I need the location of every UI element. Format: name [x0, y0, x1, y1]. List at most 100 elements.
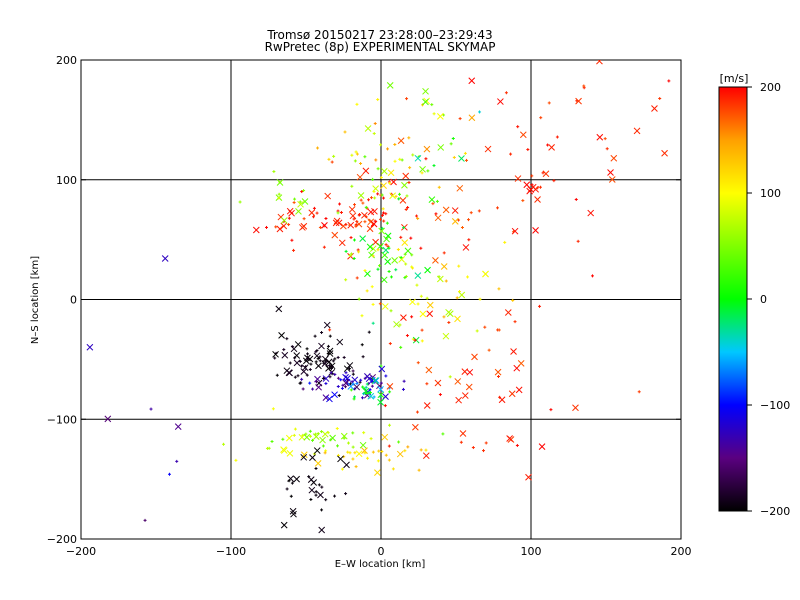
scatter-point-cross [371, 207, 378, 215]
scatter-point-plus [304, 365, 308, 369]
scatter-point-cross [301, 198, 309, 205]
scatter-point-plus [382, 196, 386, 200]
scatter-point-cross [297, 200, 304, 208]
scatter-point-cross [86, 343, 94, 351]
scatter-point-plus [366, 456, 370, 460]
scatter-point-plus [318, 225, 322, 229]
scatter-point-plus [371, 321, 375, 325]
scatter-point-plus [380, 226, 384, 230]
scatter-point-cross [454, 315, 461, 323]
scatter-point-plus [382, 219, 386, 223]
scatter-point-plus [361, 355, 365, 359]
scatter-point-plus [363, 451, 367, 455]
scatter-point-plus [466, 218, 470, 222]
scatter-point-cross [285, 369, 293, 376]
scatter-point-plus [318, 359, 322, 363]
scatter-point-plus [287, 479, 291, 483]
scatter-point-plus [393, 143, 397, 147]
scatter-point-plus [336, 211, 340, 215]
scatter-point-cross [290, 510, 297, 518]
scatter-point-cross [426, 310, 434, 318]
scatter-point-plus [324, 498, 328, 502]
scatter-point-plus [435, 199, 439, 203]
scatter-point-cross [318, 342, 325, 350]
scatter-point-plus [365, 289, 369, 293]
scatter-point-plus [397, 197, 401, 201]
scatter-point-cross [313, 447, 321, 454]
colorbar-tick-label: −200 [760, 505, 790, 518]
scatter-point-plus [413, 338, 417, 342]
scatter-point-plus [363, 269, 367, 273]
scatter-point-plus [293, 375, 297, 379]
scatter-point-plus [372, 395, 376, 399]
scatter-point-cross [596, 60, 603, 65]
scatter-point-plus [374, 158, 378, 162]
scatter-point-plus [352, 238, 356, 242]
scatter-point-plus [388, 423, 392, 427]
scatter-point-plus [399, 345, 403, 349]
scatter-point-plus [484, 441, 488, 445]
scatter-point-cross [340, 432, 348, 440]
scatter-point-cross [471, 353, 478, 361]
scatter-point-plus [442, 113, 446, 117]
scatter-point-cross [451, 218, 459, 225]
scatter-point-plus [299, 364, 303, 368]
scatter-point-cross [361, 211, 368, 219]
scatter-point-plus [362, 431, 366, 435]
scatter-point-plus [352, 256, 356, 260]
scatter-point-cross [293, 352, 301, 359]
scatter-point-plus [420, 328, 424, 332]
scatter-point-plus [397, 440, 401, 444]
scatter-point-plus [290, 238, 294, 242]
scatter-point-cross [538, 443, 546, 450]
scatter-point-plus [285, 487, 289, 491]
scatter-point-cross [633, 127, 641, 135]
scatter-point-plus [328, 334, 332, 338]
scatter-point-cross [498, 396, 506, 404]
scatter-point-plus [358, 380, 362, 384]
scatter-point-plus [538, 304, 542, 308]
scatter-point-plus [349, 252, 353, 256]
y-tick-label: 100 [56, 174, 77, 187]
scatter-point-cross [381, 251, 389, 259]
scatter-point-plus [369, 196, 373, 200]
scatter-point-plus [452, 155, 456, 159]
scatter-point-cross [389, 192, 397, 200]
scatter-point-plus [382, 211, 386, 215]
scatter-point-plus [143, 518, 147, 522]
scatter-point-plus [359, 378, 363, 382]
scatter-point-plus [460, 226, 464, 230]
scatter-point-plus [393, 159, 397, 163]
scatter-point-plus [350, 153, 354, 157]
scatter-point-cross [414, 272, 422, 279]
scatter-point-cross [104, 415, 112, 423]
scatter-point-cross [462, 244, 470, 251]
scatter-point-plus [487, 348, 491, 352]
scatter-point-plus [293, 197, 297, 201]
scatter-point-plus [416, 302, 420, 306]
scatter-point-cross [466, 368, 474, 376]
scatter-point-plus [441, 432, 445, 436]
scatter-point-plus [348, 382, 352, 386]
scatter-point-cross [494, 368, 502, 376]
scatter-point-cross [366, 225, 374, 233]
scatter-point-cross [412, 423, 419, 431]
scatter-point-cross [525, 473, 532, 481]
x-tick-label: −100 [216, 545, 246, 558]
scatter-point-plus [351, 372, 355, 376]
scatter-point-plus [288, 361, 292, 365]
scatter-point-plus [293, 427, 297, 431]
scatter-point-cross [458, 155, 465, 162]
scatter-point-cross [434, 214, 442, 222]
chart-title: Tromsø 20150217 23:28:00–23:29:43 [266, 28, 492, 42]
scatter-point-plus [431, 202, 435, 206]
scatter-point-plus [318, 355, 322, 359]
scatter-point-cross [326, 350, 334, 357]
scatter-point-plus [389, 275, 393, 279]
scatter-point-plus [364, 385, 368, 389]
scatter-point-cross [293, 475, 300, 483]
scatter-point-plus [350, 184, 354, 188]
scatter-point-plus [478, 110, 482, 114]
scatter-point-cross [359, 441, 367, 449]
scatter-point-cross [465, 383, 473, 391]
